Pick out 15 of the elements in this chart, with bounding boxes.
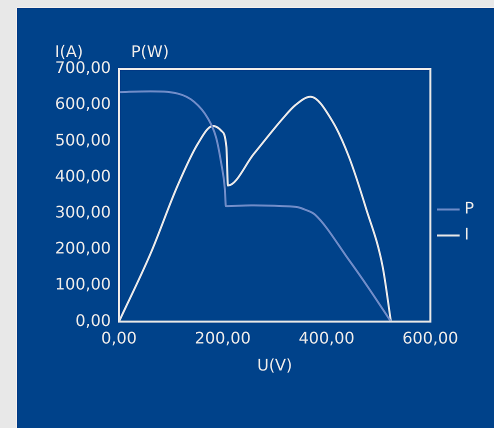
legend-label: I	[464, 224, 470, 244]
y-tick-label: 200,00	[55, 238, 111, 258]
y-tick-label: 600,00	[55, 94, 111, 114]
x-tick-label: 400,00	[298, 328, 355, 348]
x-tick-label: 200,00	[194, 328, 251, 348]
y-tick-label: 0,00	[75, 310, 111, 330]
y-tick-label: 100,00	[55, 274, 111, 294]
y-tick-label: 500,00	[55, 130, 111, 150]
x-axis-title: U(V)	[257, 356, 292, 375]
x-tick-label: 600,00	[402, 328, 458, 348]
y-tick-label: 400,00	[55, 166, 111, 186]
x-tick-label: 0,00	[101, 328, 137, 348]
legend-label: P	[464, 198, 474, 218]
text: P(W)	[130, 42, 169, 62]
y-tick-label: 300,00	[55, 202, 111, 222]
